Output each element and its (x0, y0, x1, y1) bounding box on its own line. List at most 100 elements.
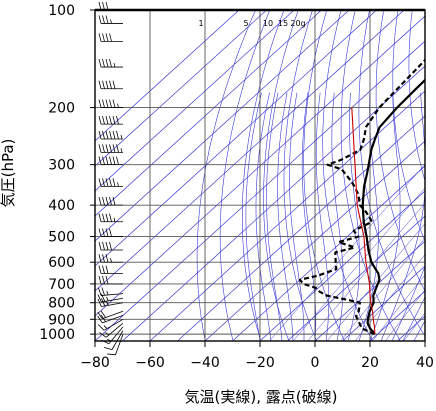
isotherm-line (95, 15, 425, 317)
wind-barb (98, 58, 123, 68)
wind-barb-flag (98, 287, 102, 296)
wind-barb-flag (102, 197, 105, 206)
wind-barb-flag (98, 197, 102, 206)
wind-barb (98, 241, 123, 251)
moist-adiabat-line (245, 92, 262, 341)
wind-barb-flag (103, 346, 113, 351)
wind-barb-staff (101, 302, 124, 307)
wind-barb-flag (105, 156, 109, 165)
wind-barb-flag (105, 33, 109, 42)
isotherm-line (95, 10, 267, 167)
dry-adiabat-line (263, 10, 299, 341)
wind-barb (97, 318, 124, 331)
wind-barb-flag (109, 178, 112, 187)
wind-barb (98, 80, 123, 90)
temperature-line (361, 78, 425, 335)
isotherm-line (232, 165, 425, 341)
isotherm-line (95, 10, 322, 217)
moist-adiabat-line (380, 92, 425, 341)
isotherm-line (95, 10, 240, 142)
mixing-ratio-line (372, 274, 425, 341)
wind-barb-flag (109, 197, 112, 206)
wind-barb-half-flag (113, 62, 116, 68)
wind-barb (98, 156, 123, 166)
wind-barb-half-flag (120, 134, 123, 140)
wind-barb-flag (102, 178, 105, 187)
wind-barb-staff (103, 318, 124, 331)
wind-barb-flag (102, 15, 105, 24)
dry-adiabat-line (424, 27, 425, 77)
wind-barb-flag (105, 99, 109, 108)
dry-adiabat-line (196, 10, 256, 341)
wind-barb-flag (102, 275, 105, 285)
isotherm-line (342, 265, 425, 341)
wind-barb-flag (98, 116, 102, 125)
moist-adiabat-line (255, 92, 272, 341)
wind-barb-flag (97, 311, 103, 320)
dry-adiabat-line (340, 10, 401, 341)
wind-barb-flag (102, 80, 105, 89)
wind-barb-flag (101, 287, 105, 296)
wind-barb-flag (97, 294, 102, 303)
mixing-ratio-label: 1 (198, 19, 203, 28)
wind-barb-flag (102, 156, 105, 165)
isotherm-line (369, 290, 425, 341)
wind-barb (98, 213, 123, 223)
wind-barb-flag (116, 156, 119, 165)
wind-barb-flag (109, 99, 112, 108)
isotherm-line (397, 315, 425, 341)
wind-barb-flag (105, 178, 109, 187)
wind-barb (97, 310, 124, 320)
wind-barb-flag (98, 213, 102, 222)
wind-barb-flag (98, 265, 102, 274)
wind-barb-flag (102, 213, 105, 222)
mixing-ratio-line (307, 202, 425, 341)
wind-barb-flag (105, 275, 109, 285)
mixing-ratio-line (269, 164, 425, 341)
wind-barb-staff (111, 330, 124, 350)
wind-barb (98, 116, 123, 125)
dry-adiabat-line (322, 10, 373, 341)
dry-adiabat-line (303, 10, 345, 341)
wind-barb-flag (99, 332, 107, 338)
wind-barb (98, 254, 123, 263)
wind-barb-flag (102, 1, 105, 11)
wind-barb (98, 197, 123, 206)
wind-barb-flag (105, 265, 109, 274)
wind-barb-flag (105, 130, 109, 140)
wind-barb (99, 322, 124, 338)
moist-adiabat-line (315, 92, 330, 341)
wind-barb-flag (98, 254, 102, 263)
wind-barb-flag (102, 33, 105, 42)
wind-barb-flag (102, 130, 105, 140)
wind-barb-flag (105, 241, 109, 251)
wind-barb (107, 333, 124, 356)
isotherm-line (424, 340, 425, 341)
wind-barb-flag (105, 1, 109, 11)
isotherm-line (122, 65, 425, 341)
wind-barb (98, 99, 123, 108)
wind-barb-flag (112, 80, 116, 89)
wind-barb-half-flag (110, 19, 112, 24)
wind-barb-flag (98, 228, 102, 237)
wind-barb-flag (109, 33, 112, 42)
y-tick-label: 300 (48, 158, 75, 174)
y-tick-label: 100 (48, 3, 75, 19)
wind-barb-flag (109, 241, 112, 251)
y-tick-label: 800 (48, 296, 75, 312)
dry-adiabat-line (408, 10, 425, 182)
isotherm-line (177, 115, 425, 341)
mixing-ratio-label: 5 (243, 19, 248, 28)
wind-barb-flag (105, 116, 109, 125)
wind-barb-half-flag (110, 258, 112, 263)
isotherm-line (95, 10, 377, 267)
dry-adiabat-line (375, 10, 425, 292)
wind-barb-half-flag (117, 103, 119, 108)
moist-adiabat-line (277, 92, 294, 341)
y-tick-label: 200 (48, 101, 75, 117)
mixing-ratio-label: 15 (278, 19, 288, 28)
wind-barb-flag (105, 144, 109, 153)
wind-barb-flag (102, 265, 105, 274)
wind-barb-flag (98, 130, 102, 140)
y-tick-label: 400 (48, 198, 75, 214)
